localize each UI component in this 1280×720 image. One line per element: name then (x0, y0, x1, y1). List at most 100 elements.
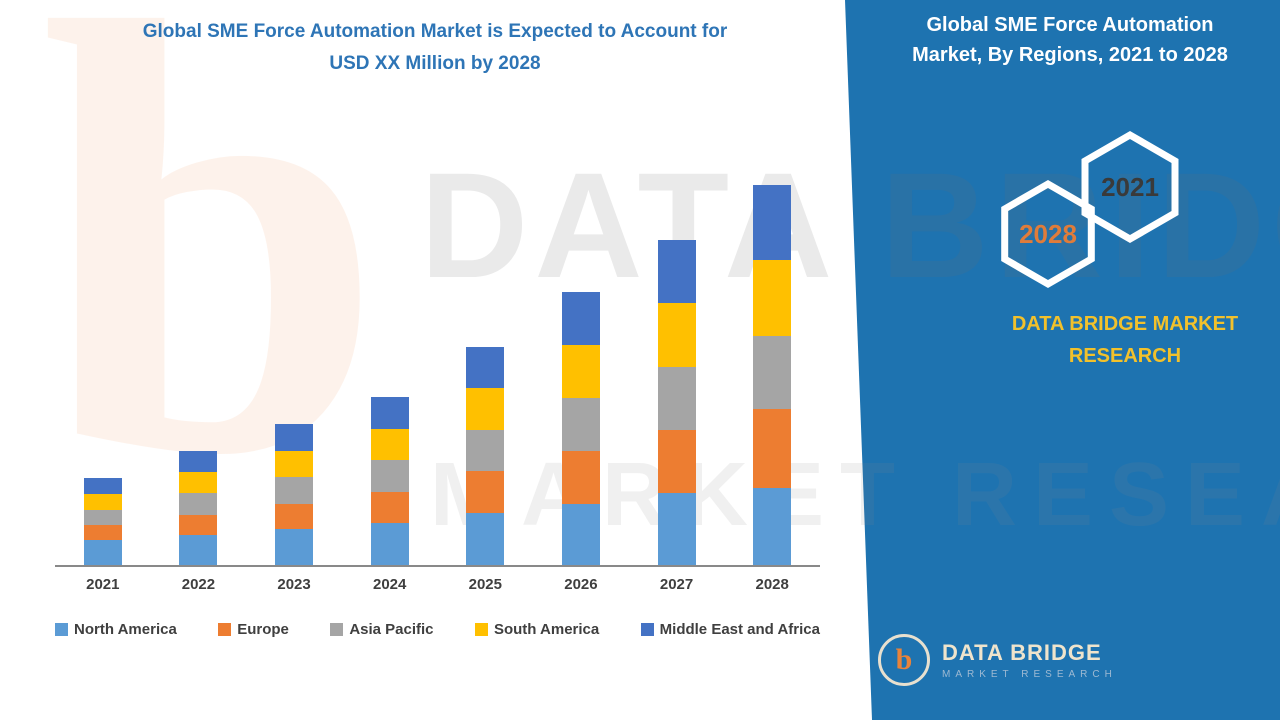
bar-segment-2022-middle-east-and-africa (179, 450, 218, 473)
bar-segment-2021-middle-east-and-africa (83, 478, 122, 495)
bar-segment-2027-middle-east-and-africa (657, 239, 696, 304)
x-axis-label-2028: 2028 (755, 576, 789, 593)
bar-segment-2024-europe (370, 492, 409, 524)
stacked-bar-2023 (275, 424, 314, 565)
bar-segment-2028-south-america (753, 259, 792, 337)
hexagon-2021-label: 2021 (1101, 172, 1159, 202)
bar-segment-2025-asia-pacific (466, 429, 505, 472)
bar-segment-2021-asia-pacific (83, 510, 122, 526)
legend-item-middle-east-and-africa: Middle East and Africa (640, 621, 820, 638)
legend-label: South America (493, 621, 600, 638)
x-axis-label-2027: 2027 (659, 576, 694, 593)
legend-swatch-icon (640, 623, 654, 636)
legend-item-asia-pacific: Asia Pacific (330, 621, 434, 638)
legend-swatch-icon (55, 623, 68, 636)
bar-segment-2022-north-america (179, 534, 218, 565)
x-axis-labels: 2021 2022 2023 2024 2025 2026 2027 2028 (55, 576, 820, 593)
bar-column-2024 (342, 183, 438, 565)
watermark-databridge-text: DATA BRIDGE (420, 141, 1280, 309)
bar-segment-2026-middle-east-and-africa (561, 291, 600, 345)
x-axis-label-2024: 2024 (373, 576, 407, 593)
panel-title-line2: Market, By Regions, 2021 to 2028 (912, 44, 1228, 66)
bar-segment-2028-middle-east-and-africa (753, 185, 792, 260)
bar-column-2027 (629, 183, 725, 565)
chart-legend: North America Europe Asia Pacific South Ame… (55, 621, 820, 638)
bar-segment-2028-asia-pacific (753, 336, 792, 410)
bar-column-2023 (246, 183, 342, 565)
legend-swatch-icon (330, 623, 344, 636)
databridge-logo-textblock: DATA BRIDGE MARKET RESEARCH (942, 640, 1117, 680)
brand-text-line1: DATA BRIDGE MARKET (1011, 313, 1239, 335)
x-axis-label-2026: 2026 (564, 576, 598, 593)
legend-label: Europe (237, 621, 289, 638)
databridge-logo-icon: b (878, 634, 930, 686)
bar-segment-2025-north-america (466, 513, 505, 565)
bar-segment-2023-north-america (275, 529, 314, 565)
bar-segment-2026-north-america (561, 503, 600, 565)
legend-label: Middle East and Africa (659, 621, 820, 638)
stacked-bar-chart: 2021 2022 2023 2024 2025 2026 2027 2028 North A… (55, 183, 820, 638)
legend-label: North America (74, 621, 177, 638)
bar-segment-2026-europe (561, 450, 600, 504)
stacked-bar-2021 (83, 478, 122, 565)
hexagon-2021 (1081, 130, 1179, 244)
databridge-logo-subtitle: MARKET RESEARCH (942, 669, 1117, 680)
bar-segment-2027-south-america (657, 303, 696, 367)
databridge-logo-name: DATA BRIDGE (942, 640, 1102, 665)
bar-segment-2027-north-america (657, 493, 696, 565)
bar-segment-2025-middle-east-and-africa (466, 346, 505, 389)
bar-segment-2022-asia-pacific (179, 493, 218, 515)
chart-title-line1: Global SME Force Automation Market is Ex… (142, 21, 728, 42)
bar-column-2021 (55, 183, 151, 565)
bar-segment-2021-south-america (83, 494, 122, 511)
bar-segment-2026-asia-pacific (561, 397, 600, 451)
stacked-bar-2027 (657, 239, 696, 565)
legend-item-south-america: South America (474, 621, 600, 638)
bar-segment-2024-asia-pacific (370, 460, 409, 493)
stacked-bar-2025 (466, 346, 505, 565)
bar-segment-2022-south-america (179, 472, 218, 494)
bar-segment-2028-north-america (753, 487, 792, 565)
legend-swatch-icon (474, 623, 488, 636)
stacked-bar-2024 (370, 396, 409, 565)
legend-item-europe: Europe (218, 621, 289, 638)
chart-title: Global SME Force Automation Market is Ex… (30, 16, 840, 81)
bar-column-2025 (438, 183, 534, 565)
brand-text: DATA BRIDGE MARKET RESEARCH (975, 308, 1275, 372)
x-axis-label-2022: 2022 (181, 576, 216, 593)
bar-segment-2025-south-america (466, 388, 505, 430)
bar-column-2026 (533, 183, 629, 565)
panel-title: Global SME Force Automation Market, By R… (868, 10, 1272, 70)
bar-segment-2022-europe (179, 514, 218, 535)
stacked-bar-2028 (753, 185, 792, 565)
legend-item-north-america: North America (55, 621, 177, 638)
bar-segment-2025-europe (466, 471, 505, 514)
stacked-bar-2022 (179, 450, 218, 565)
bar-segment-2026-south-america (561, 344, 600, 398)
chart-plot-area (55, 183, 820, 567)
bar-segment-2023-middle-east-and-africa (275, 424, 314, 451)
bar-segment-2024-north-america (370, 523, 409, 565)
bar-column-2022 (151, 183, 247, 565)
bar-segment-2021-europe (83, 525, 122, 541)
panel-title-line1: Global SME Force Automation (926, 14, 1214, 36)
bar-segment-2023-south-america (275, 450, 314, 478)
hexagon-2028-label: 2028 (1019, 219, 1077, 249)
legend-label: Asia Pacific (349, 621, 434, 638)
stacked-bar-2026 (561, 291, 600, 565)
brand-text-line2: RESEARCH (1068, 345, 1182, 367)
bar-segment-2023-europe (275, 503, 314, 530)
bar-segment-2027-asia-pacific (657, 366, 696, 430)
year-badge-hexagons: 2028 2021 (1001, 130, 1179, 289)
x-axis-label-2025: 2025 (468, 576, 502, 593)
bar-column-2028 (724, 183, 820, 565)
x-axis-label-2021: 2021 (86, 576, 120, 593)
bar-segment-2028-europe (753, 409, 792, 488)
legend-swatch-icon (218, 623, 232, 636)
hexagon-2028 (1001, 179, 1095, 289)
chart-title-line2: USD XX Million by 2028 (329, 53, 541, 75)
bar-segment-2027-europe (657, 429, 696, 494)
x-axis-label-2023: 2023 (277, 576, 311, 593)
databridge-logo: b DATA BRIDGE MARKET RESEARCH (878, 634, 1117, 686)
